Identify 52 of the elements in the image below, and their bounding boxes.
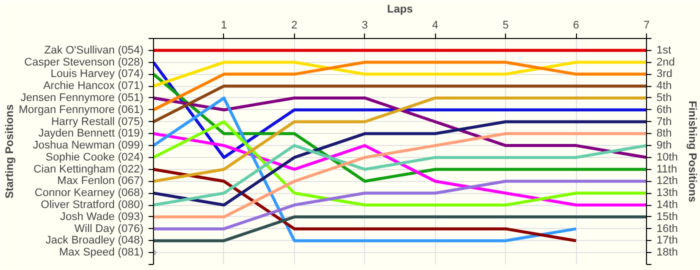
series-label: Max Fenlon (067) [57,175,144,188]
series-label: Casper Stevenson (028) [24,56,144,68]
line-series [154,96,646,159]
y-tick-label: 13th [656,187,678,200]
x-tick-label: 2 [291,20,298,32]
line-series [154,96,646,183]
line-series [154,180,646,230]
series-label: Jack Broadley (048) [46,234,144,247]
x-tick-label: 3 [362,20,368,32]
line-series [154,96,578,242]
series-label: Jensen Fennymore (051) [20,92,144,104]
y-tick-label: 2nd [656,56,675,68]
series-label: Sophie Cooke (024) [46,151,144,164]
y-tick-label: 3rd [656,68,672,80]
x-tick-label: 4 [432,20,438,32]
y-axis-title: Finishing Positions [686,100,698,202]
y-tick-label: 15th [656,210,678,223]
y-tick-label: 1st [656,44,672,56]
series-label: Connor Kearney (068) [34,187,144,200]
y-tick-label: 7th [656,116,672,128]
y-tick-label: 18th [656,246,678,259]
y-tick-label: 6th [656,104,672,116]
y-tick-label: 16th [656,222,678,235]
y-tick-label: 5th [656,92,672,104]
x-tick-label: 1 [220,20,227,32]
series-label: Oliver Stratford (080) [40,199,144,212]
series-label: Louis Harvey (074) [50,68,144,80]
series-label: Josh Wade (093) [60,210,144,223]
series-label: Max Speed (081) [59,246,144,259]
x-axis-title: Laps [387,4,413,16]
y-tick-label: 8th [656,128,672,140]
series-label: Archie Hancox (071) [43,80,144,92]
y-tick-label: 4th [656,80,672,92]
x-tick-label: 5 [502,20,509,32]
x-tick-label: 6 [573,20,580,32]
series-label: Joshua Newman (099) [32,140,144,152]
y-tick-label: 17th [656,234,678,247]
y-tick-label: 10th [656,151,678,164]
line-series [154,144,646,207]
y-tick-label: 9th [656,140,672,152]
line-series [154,168,578,242]
series-label: Harry Restall (075) [51,116,144,128]
series-label: Zak O'Sullivan (054) [44,44,144,56]
series-label: Jayden Bennett (019) [38,128,144,140]
series-label: Will Day (076) [74,222,144,235]
series-label: Cian Kettingham (022) [33,163,144,176]
x-tick-label: 7 [643,20,650,32]
y-tick-label: 14th [656,199,678,212]
series-label: Morgan Fennymore (061) [18,104,144,116]
text: Starting Positions [4,104,16,199]
y-tick-label: 12th [656,175,678,188]
y-tick-label: 11th [656,163,678,176]
